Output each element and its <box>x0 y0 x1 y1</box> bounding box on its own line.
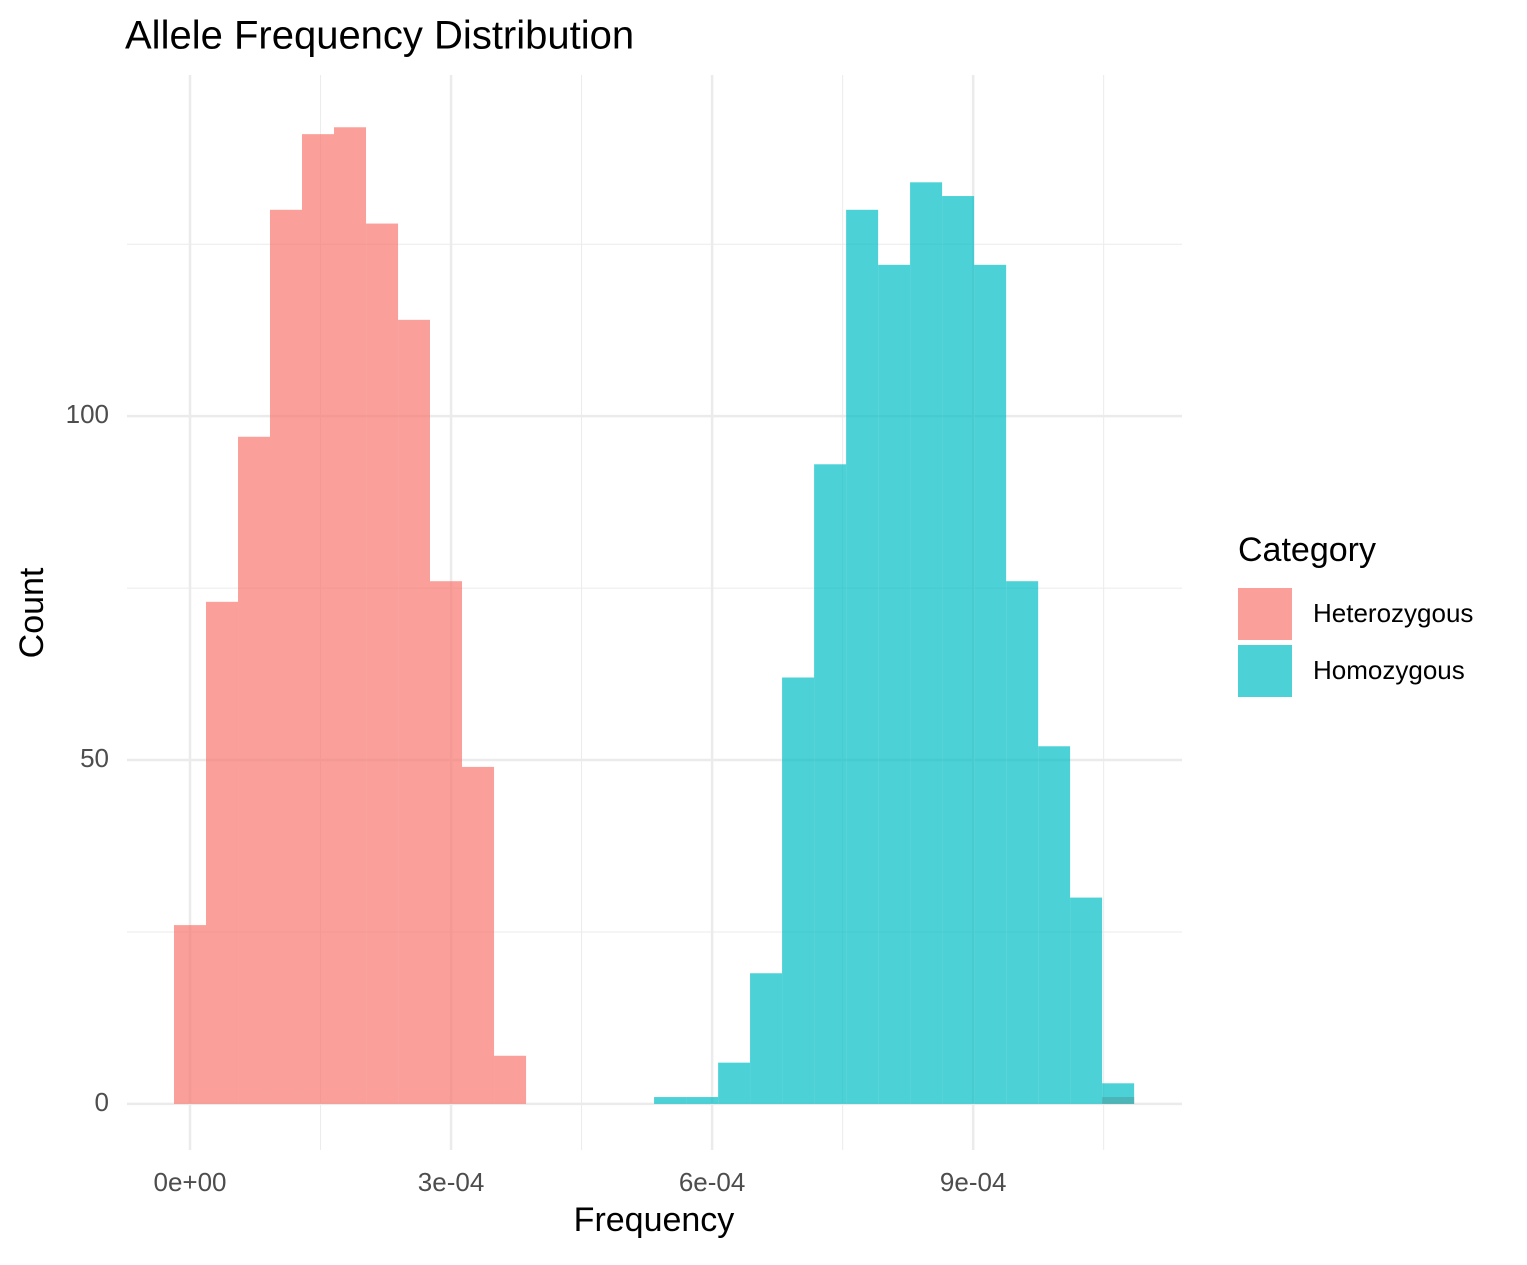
legend-key <box>1238 645 1292 697</box>
y-tick-label: 50 <box>80 743 109 773</box>
bar <box>846 209 879 1104</box>
legend-key <box>1238 588 1292 640</box>
legend-label: Homozygous <box>1313 655 1465 685</box>
x-tick-label: 3e-04 <box>418 1167 485 1197</box>
bar <box>173 925 207 1104</box>
bar <box>814 464 847 1104</box>
x-tick-label: 6e-04 <box>679 1167 746 1197</box>
x-tick-label: 9e-04 <box>940 1167 1007 1197</box>
x-axis-title: Frequency <box>574 1201 735 1239</box>
bar <box>1006 581 1039 1104</box>
bar <box>686 1097 719 1104</box>
bar <box>462 766 495 1104</box>
bar <box>429 581 463 1104</box>
bar <box>974 264 1007 1104</box>
bar <box>654 1097 687 1104</box>
bar <box>750 973 783 1104</box>
y-tick-label: 100 <box>66 399 109 429</box>
x-tick-label: 0e+00 <box>153 1167 226 1197</box>
chart-title: Allele Frequency Distribution <box>125 14 634 58</box>
legend-label: Heterozygous <box>1313 598 1473 628</box>
bar <box>942 196 975 1104</box>
y-tick-label: 0 <box>95 1087 109 1117</box>
bar <box>238 436 270 1104</box>
bar <box>718 1062 751 1104</box>
bar <box>366 223 399 1104</box>
legend-title: Category <box>1238 531 1376 569</box>
bar <box>910 182 943 1104</box>
bar <box>494 1055 527 1104</box>
bar <box>1038 746 1071 1104</box>
bar <box>1070 897 1103 1104</box>
bar <box>1102 1083 1135 1104</box>
bar <box>334 127 367 1104</box>
bar <box>301 134 335 1104</box>
bar <box>206 601 239 1104</box>
bar <box>782 677 815 1104</box>
bar <box>269 209 302 1104</box>
y-axis-title: Count <box>13 567 51 658</box>
bar <box>398 319 430 1104</box>
bar <box>878 264 911 1104</box>
